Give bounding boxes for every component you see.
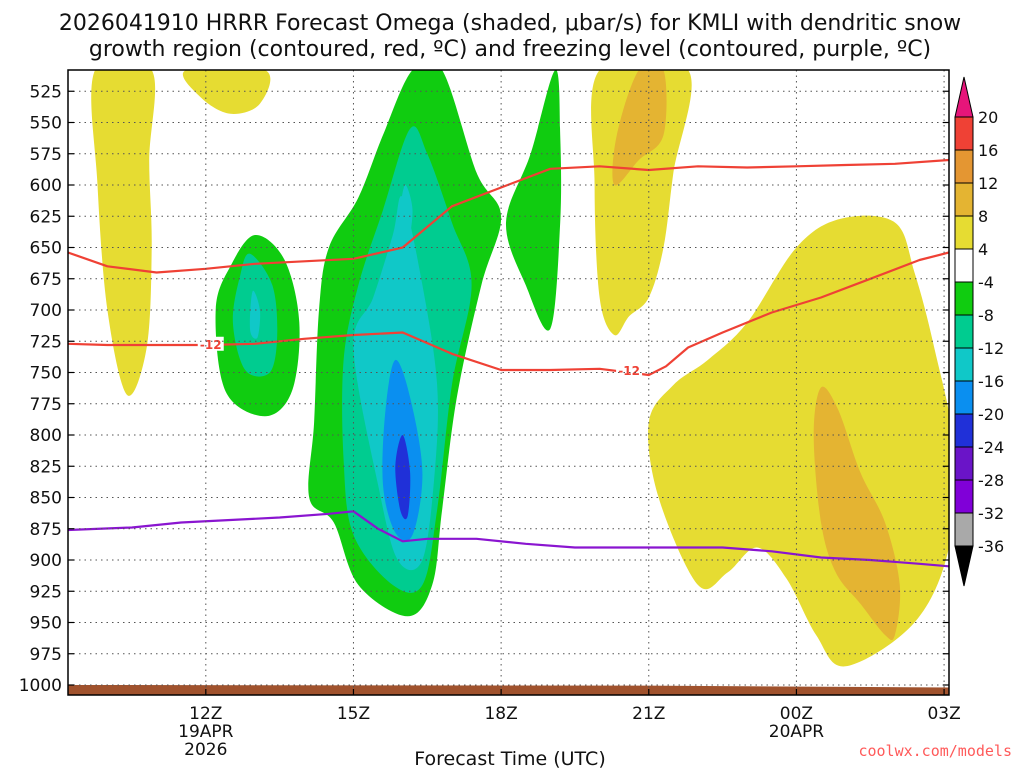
y-tick-label: 900 (30, 551, 62, 571)
contour-label-bg (616, 363, 643, 377)
omega-region-12 (395, 434, 411, 520)
y-tick-label: 525 (30, 82, 62, 102)
y-tick-label: 775 (30, 395, 62, 415)
y-tick-label: 975 (30, 645, 62, 665)
colorbar-segment (954, 215, 974, 250)
credit-text: coolwx.com/models (858, 742, 1012, 760)
colorbar-segment (954, 281, 974, 316)
y-tick-label: 925 (30, 582, 62, 602)
chart-title-line-1: 2026041910 HRRR Forecast Omega (shaded, … (59, 11, 961, 36)
x-tick-label: 00Z (780, 704, 813, 724)
y-tick-label: 850 (30, 489, 62, 509)
colorbar-segment (954, 446, 974, 481)
terrain-surface (68, 685, 949, 695)
colorbar: -36 -32 -28 -24 -20 -16 -12 -8 -4 4 8 12 16 20 (954, 76, 1004, 587)
grid-lines (68, 70, 949, 695)
colorbar-tick-label: 8 (978, 207, 988, 226)
colorbar-tick-label: -12 (978, 339, 1004, 358)
contour-label-minus12: -12 (618, 364, 640, 378)
colorbar-tick-label: -36 (978, 537, 1004, 556)
y-tick-label: 950 (30, 614, 62, 634)
colorbar-tick-label: 16 (978, 141, 998, 160)
x-tick-label: 12Z (189, 704, 222, 724)
y-axis: 525 550 575 600 625 650 675 700 725 750 775 800 825 8… (19, 82, 949, 696)
x-tick-label: 03Z (927, 704, 960, 724)
y-tick-label: 700 (30, 301, 62, 321)
omega-region-16 (813, 386, 901, 641)
y-tick-label: 575 (30, 145, 62, 165)
colorbar-segment (954, 347, 974, 382)
chart-title-line-2: growth region (contoured, red, ºC) and f… (89, 37, 931, 62)
colorbar-under-triangle (954, 545, 974, 587)
x-tick-label: 18Z (484, 704, 517, 724)
omega-region-2 (182, 70, 271, 114)
x-tick-year-label: 2026 (184, 740, 227, 760)
colorbar-tick-label: 12 (978, 174, 998, 193)
colorbar-tick-label: -16 (978, 372, 1004, 391)
y-tick-label: 675 (30, 270, 62, 290)
y-tick-label: 625 (30, 207, 62, 227)
plot-frame (67, 69, 950, 696)
freezing-level-line (68, 510, 949, 568)
colorbar-segment (954, 380, 974, 415)
y-tick-label: 1000 (19, 676, 62, 696)
colorbar-segment (954, 479, 974, 514)
y-tick-label: 875 (30, 520, 62, 540)
contour-label-minus12: -12 (200, 338, 222, 352)
colorbar-segment (954, 182, 974, 217)
colorbar-tick-label: -28 (978, 471, 1004, 490)
omega-region-13 (591, 70, 692, 336)
colorbar-segment (954, 512, 974, 547)
colorbar-segment (954, 413, 974, 448)
omega-region-5 (249, 290, 261, 339)
omega-region-14 (612, 70, 667, 186)
contour-label-bg (197, 336, 224, 351)
y-tick-label: 825 (30, 457, 62, 477)
y-tick-label: 650 (30, 239, 62, 259)
colorbar-segment (954, 149, 974, 184)
x-tick-date-label: 19APR (178, 722, 234, 742)
y-tick-label: 550 (30, 114, 62, 134)
colorbar-segment (954, 248, 974, 283)
x-tick-date-label: 20APR (769, 722, 825, 742)
x-tick-label: 21Z (632, 704, 665, 724)
omega-region-10 (400, 184, 413, 242)
y-tick-label: 600 (30, 176, 62, 196)
colorbar-tick-label: -24 (978, 438, 1004, 457)
plot-layers: -12 -12 (68, 70, 949, 695)
colorbar-tick-label: -4 (978, 273, 994, 292)
colorbar-over-triangle (954, 76, 974, 118)
colorbar-tick-label: -20 (978, 405, 1004, 424)
colorbar-tick-label: 20 (978, 108, 998, 127)
colorbar-tick-label: -8 (978, 306, 994, 325)
x-tick-label: 15Z (337, 704, 370, 724)
omega-region-1 (91, 70, 156, 396)
colorbar-tick-label: -32 (978, 504, 1004, 523)
colorbar-segment (954, 116, 974, 151)
y-tick-label: 800 (30, 426, 62, 446)
colorbar-tick-label: 4 (978, 240, 988, 259)
x-axis-label: Forecast Time (UTC) (414, 748, 605, 768)
y-tick-label: 725 (30, 332, 62, 352)
omega-region-7 (505, 70, 562, 331)
y-tick-label: 750 (30, 364, 62, 384)
colorbar-segment (954, 314, 974, 349)
